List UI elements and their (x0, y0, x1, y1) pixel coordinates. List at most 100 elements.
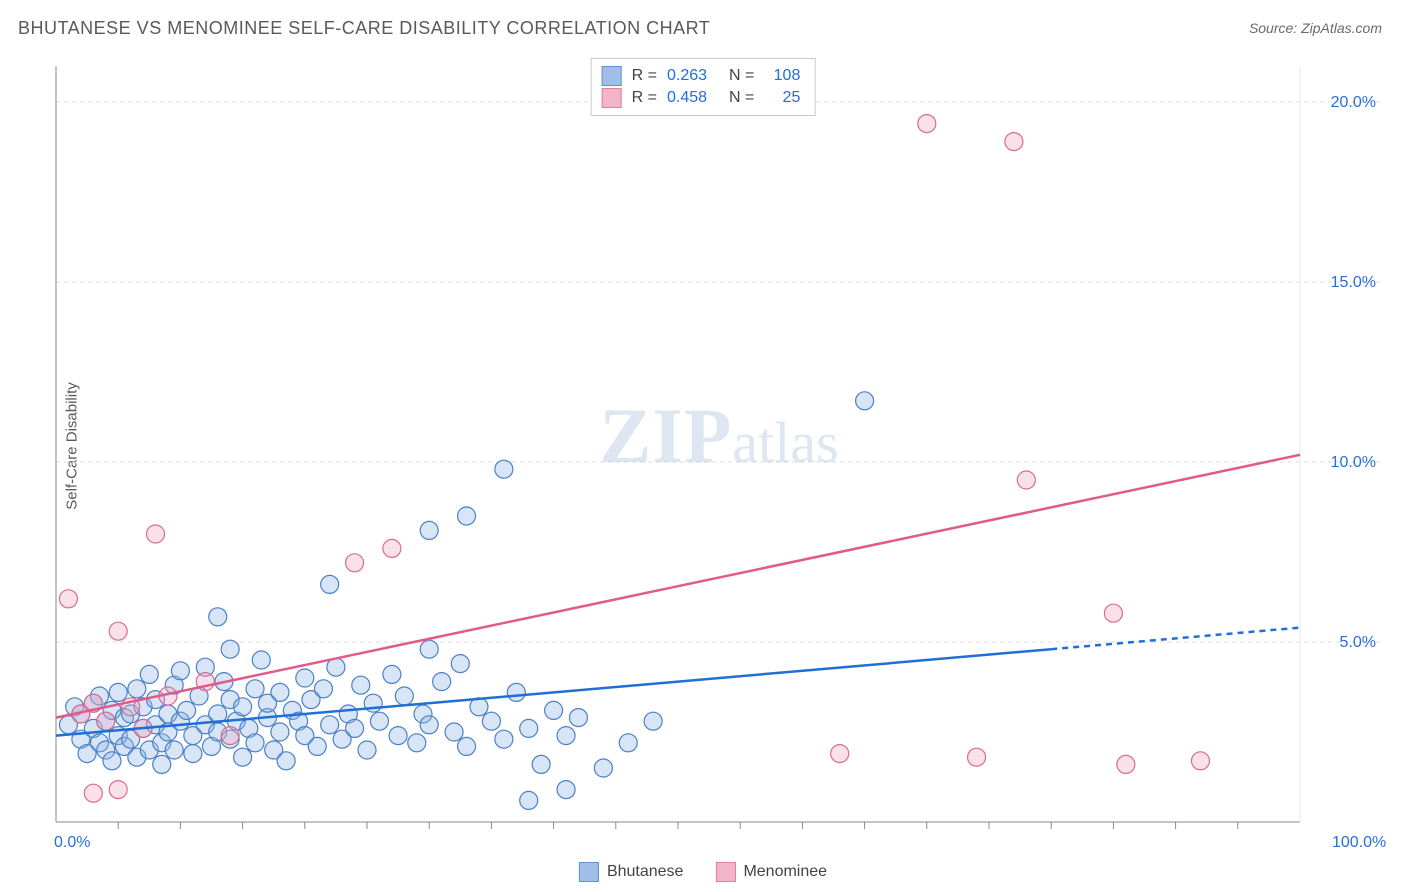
menominee-point (1017, 471, 1035, 489)
scatter-chart: 5.0% 10.0% 15.0% 20.0% (52, 52, 1386, 852)
bhutanese-point (271, 683, 289, 701)
stats-row-bhutanese: R =0.263N =108 (602, 65, 801, 87)
bhutanese-point (308, 737, 326, 755)
bhutanese-point (370, 712, 388, 730)
legend-item-bhutanese: Bhutanese (579, 862, 684, 882)
menominee-point (221, 727, 239, 745)
bhutanese-n-value: 108 (764, 65, 800, 87)
bhutanese-point (495, 460, 513, 478)
bhutanese-point (314, 680, 332, 698)
bhutanese-r-value: 0.263 (667, 65, 719, 87)
menominee-swatch-icon (602, 88, 622, 108)
bhutanese-point (408, 734, 426, 752)
bhutanese-point (209, 608, 227, 626)
bhutanese-point (221, 640, 239, 658)
x-axis-min-label: 0.0% (54, 834, 90, 852)
y-tick-label: 20.0% (1331, 94, 1376, 111)
bhutanese-legend-swatch-icon (579, 862, 599, 882)
menominee-n-value: 25 (764, 87, 800, 109)
bhutanese-point (358, 741, 376, 759)
bhutanese-point (557, 781, 575, 799)
y-tick-label: 15.0% (1331, 274, 1376, 291)
bhutanese-point (557, 727, 575, 745)
y-tick-label: 5.0% (1340, 634, 1376, 651)
bhutanese-point (420, 716, 438, 734)
bhutanese-point (520, 719, 538, 737)
menominee-point (1104, 604, 1122, 622)
menominee-r-value: 0.458 (667, 87, 719, 109)
correlation-stats-box: R =0.263N =108R =0.458N =25 (591, 58, 816, 116)
bhutanese-point (352, 676, 370, 694)
bhutanese-legend-label: Bhutanese (607, 863, 684, 881)
bhutanese-point (520, 791, 538, 809)
menominee-point (831, 745, 849, 763)
bhutanese-point (140, 665, 158, 683)
bhutanese-point (184, 745, 202, 763)
bhutanese-point (594, 759, 612, 777)
bhutanese-point (296, 669, 314, 687)
bhutanese-point (165, 741, 183, 759)
legend: Bhutanese Menominee (579, 862, 827, 882)
bhutanese-point (532, 755, 550, 773)
bhutanese-point (856, 392, 874, 410)
stats-row-menominee: R =0.458N =25 (602, 87, 801, 109)
bhutanese-point (458, 507, 476, 525)
bhutanese-point (246, 680, 264, 698)
bhutanese-point (234, 698, 252, 716)
bhutanese-point (495, 730, 513, 748)
menominee-legend-label: Menominee (743, 863, 827, 881)
menominee-point (97, 712, 115, 730)
bhutanese-point (545, 701, 563, 719)
menominee-point (84, 784, 102, 802)
bhutanese-point (153, 755, 171, 773)
plot-area: 5.0%10.0%15.0%20.0% ZIPatlas (52, 52, 1386, 852)
menominee-point (109, 622, 127, 640)
bhutanese-point (644, 712, 662, 730)
legend-item-menominee: Menominee (715, 862, 827, 882)
menominee-point (1005, 133, 1023, 151)
menominee-point (109, 781, 127, 799)
bhutanese-point (451, 655, 469, 673)
chart-container: BHUTANESE VS MENOMINEE SELF-CARE DISABIL… (0, 0, 1406, 892)
bhutanese-point (619, 734, 637, 752)
y-tick-label: 10.0% (1331, 454, 1376, 471)
menominee-point (918, 115, 936, 133)
bhutanese-point (383, 665, 401, 683)
bhutanese-point (458, 737, 476, 755)
menominee-point (383, 539, 401, 557)
bhutanese-point (321, 716, 339, 734)
bhutanese-point (128, 680, 146, 698)
bhutanese-point (445, 723, 463, 741)
bhutanese-point (433, 673, 451, 691)
bhutanese-point (252, 651, 270, 669)
bhutanese-point (234, 748, 252, 766)
bhutanese-point (420, 640, 438, 658)
menominee-point (346, 554, 364, 572)
bhutanese-point (346, 719, 364, 737)
source-attribution: Source: ZipAtlas.com (1249, 20, 1382, 36)
bhutanese-point (271, 723, 289, 741)
bhutanese-point (420, 521, 438, 539)
bhutanese-point (321, 575, 339, 593)
menominee-point (968, 748, 986, 766)
bhutanese-point (277, 752, 295, 770)
x-axis-max-label: 100.0% (1332, 834, 1386, 852)
chart-title: BHUTANESE VS MENOMINEE SELF-CARE DISABIL… (18, 18, 710, 39)
bhutanese-swatch-icon (602, 66, 622, 86)
menominee-point (147, 525, 165, 543)
menominee-point (1117, 755, 1135, 773)
bhutanese-point (507, 683, 525, 701)
bhutanese-point (569, 709, 587, 727)
menominee-point (1191, 752, 1209, 770)
bhutanese-trendline-extension (1051, 628, 1300, 650)
menominee-legend-swatch-icon (715, 862, 735, 882)
menominee-point (59, 590, 77, 608)
bhutanese-point (103, 752, 121, 770)
bhutanese-point (178, 701, 196, 719)
bhutanese-point (389, 727, 407, 745)
bhutanese-point (482, 712, 500, 730)
bhutanese-point (109, 683, 127, 701)
bhutanese-point (395, 687, 413, 705)
bhutanese-point (246, 734, 264, 752)
bhutanese-point (171, 662, 189, 680)
